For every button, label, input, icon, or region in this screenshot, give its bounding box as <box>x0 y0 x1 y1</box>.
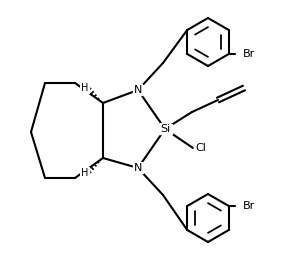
Bar <box>133 85 143 95</box>
Bar <box>81 84 89 92</box>
Text: Br: Br <box>243 201 255 211</box>
Text: Cl: Cl <box>196 143 206 153</box>
Bar <box>81 169 89 177</box>
Text: H: H <box>81 83 89 93</box>
Text: Si: Si <box>160 124 170 134</box>
Text: H: H <box>81 168 89 178</box>
Text: N: N <box>134 85 142 95</box>
Bar <box>158 124 172 134</box>
Bar <box>133 163 143 173</box>
Bar <box>194 143 208 153</box>
Text: Br: Br <box>243 49 255 59</box>
Text: N: N <box>134 163 142 173</box>
